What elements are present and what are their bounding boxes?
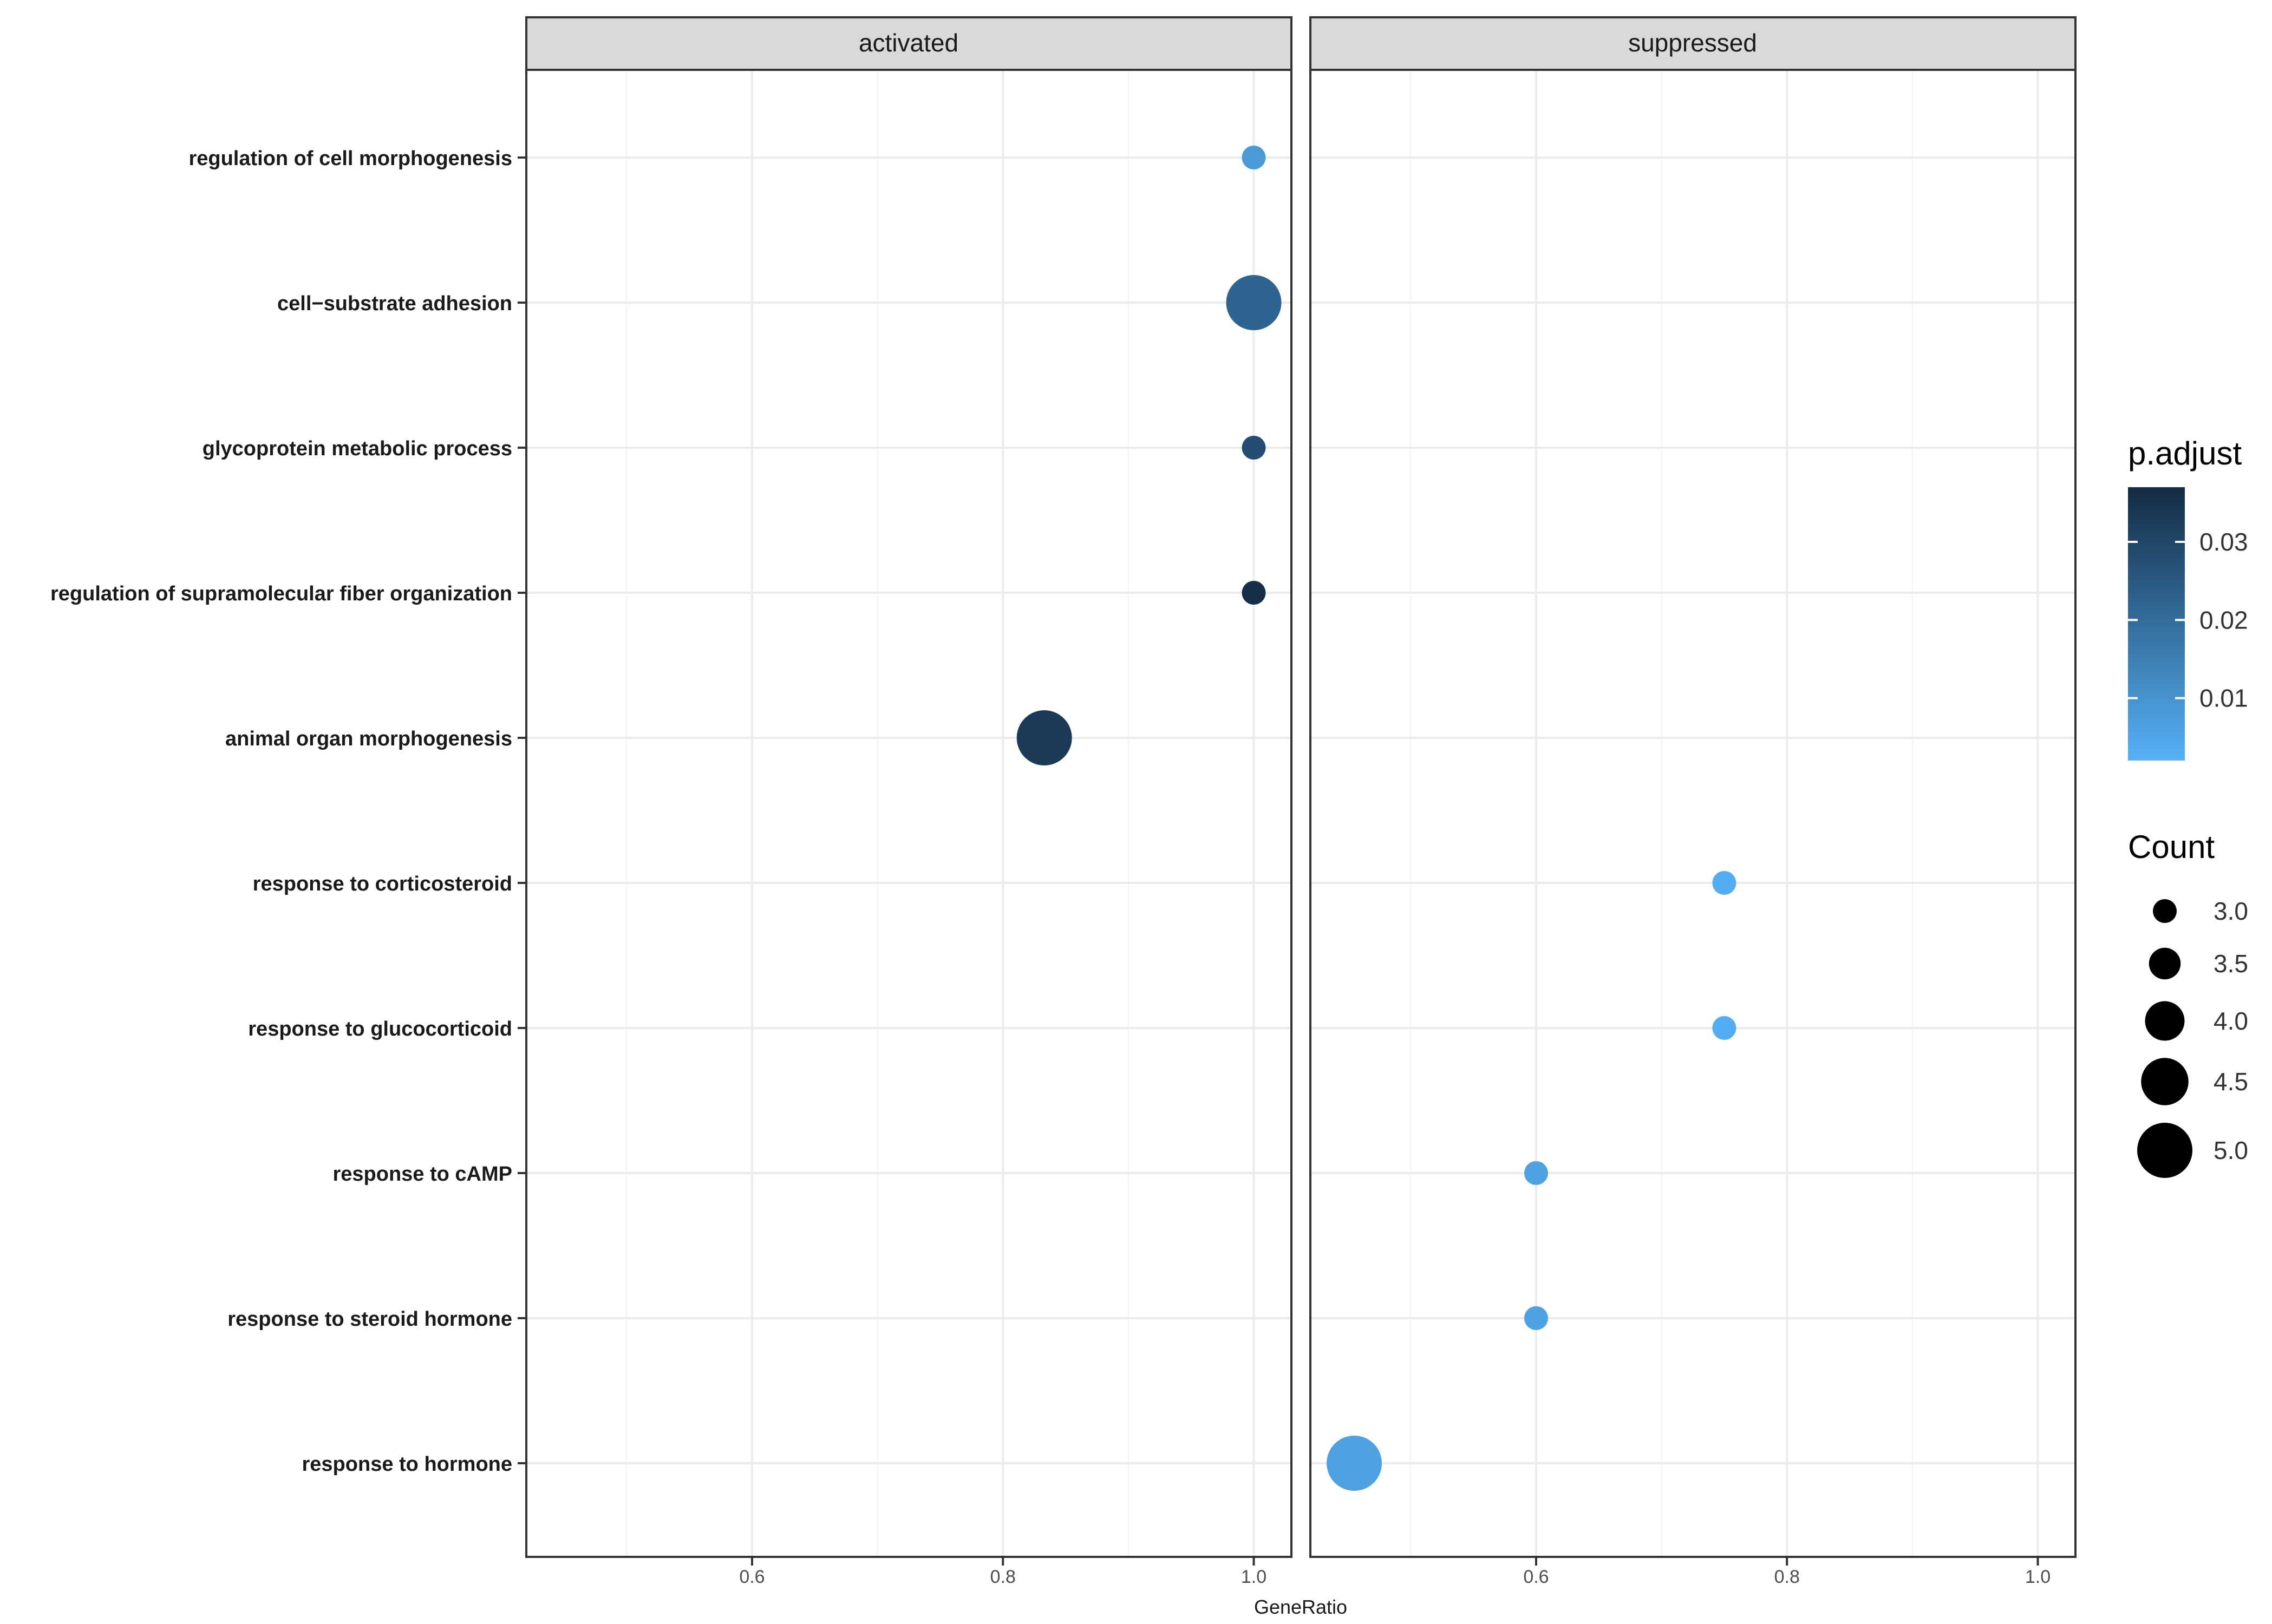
panel-activated: activated [525, 16, 1292, 1558]
size-legend-title: Count [2128, 829, 2215, 865]
x-tick-label: 1.0 [2025, 1567, 2051, 1587]
y-tick-label-response-to-steroid-hormone: response to steroid hormone [227, 1308, 512, 1331]
color-legend-ticks: 0.01 0.02 0.03 [2128, 528, 2248, 712]
panel-suppressed-title: suppressed [1628, 29, 1757, 57]
point-animal-organ-morphogenesis [1016, 710, 1072, 765]
size-legend-key [2141, 1058, 2189, 1105]
size-legend-key [2153, 899, 2177, 923]
color-legend-tick-label: 0.03 [2199, 528, 2248, 556]
size-legend-label: 4.5 [2214, 1068, 2248, 1096]
x-tick-label: 0.6 [739, 1567, 765, 1587]
panel-suppressed-strip [1309, 16, 2077, 71]
x-tick-label: 0.6 [1523, 1567, 1549, 1587]
panel-activated-strip [525, 16, 1292, 71]
color-legend-title: p.adjust [2128, 435, 2242, 472]
x-tick-label: 1.0 [1241, 1567, 1266, 1587]
point-cell-substrate-adhesion [1226, 275, 1282, 330]
size-legend-key [2149, 947, 2181, 980]
y-tick-label-response-to-hormone: response to hormone [302, 1453, 513, 1476]
size-legend-label: 3.5 [2214, 949, 2248, 978]
point-response-to-hormone [1327, 1436, 1382, 1491]
size-legend-keys: 3.0 3.5 4.0 4.5 5.0 [2137, 897, 2248, 1178]
size-legend-label: 4.0 [2214, 1007, 2248, 1035]
size-legend-label: 5.0 [2214, 1136, 2248, 1164]
size-legend: Count 3.0 3.5 4.0 4.5 5.0 [2128, 829, 2248, 1178]
point-regulation-of-cell-morphogenesis [1242, 146, 1266, 169]
y-tick-label-glycoprotein-metabolic-process: glycoprotein metabolic process [203, 437, 512, 460]
point-response-to-steroid-hormone [1524, 1306, 1548, 1330]
y-tick-label-cell-substrate-adhesion: cell−substrate adhesion [277, 292, 512, 315]
y-tick-label-regulation-of-supramolecular-fiber-organization: regulation of supramolecular fiber organ… [50, 582, 512, 605]
panel-suppressed-points [1327, 871, 1736, 1491]
size-legend-key [2145, 1001, 2185, 1041]
panel-activated-background [526, 70, 1291, 1557]
x-axis: 0.6 0.8 1.0 0.6 0.8 1.0 [739, 1557, 2051, 1587]
point-regulation-of-supramolecular-fiber-organization [1242, 581, 1266, 605]
y-tick-label-response-to-camp: response to cAMP [332, 1163, 512, 1186]
point-response-to-corticosteroid [1712, 871, 1736, 895]
y-tick-label-regulation-of-cell-morphogenesis: regulation of cell morphogenesis [188, 147, 512, 170]
y-axis: regulation of cell morphogenesis cell−sub… [50, 147, 526, 1476]
panel-activated-title: activated [859, 29, 958, 57]
panel-activated-grid [526, 70, 1291, 1557]
y-tick-label-response-to-corticosteroid: response to corticosteroid [253, 873, 512, 895]
x-axis-title: GeneRatio [1254, 1596, 1347, 1618]
size-legend-key [2137, 1123, 2192, 1178]
size-legend-label: 3.0 [2214, 897, 2248, 925]
x-tick-label: 0.8 [990, 1567, 1016, 1587]
x-tick-label: 0.8 [1774, 1567, 1800, 1587]
y-tick-label-response-to-glucocorticoid: response to glucocorticoid [248, 1018, 512, 1040]
panel-suppressed-border [1309, 69, 2077, 1558]
point-response-to-glucocorticoid [1712, 1016, 1736, 1040]
panel-activated-points [1016, 146, 1282, 765]
y-tick-label-animal-organ-morphogenesis: animal organ morphogenesis [225, 728, 512, 750]
panel-suppressed-grid [1310, 70, 2075, 1557]
color-legend-bar [2128, 487, 2185, 761]
color-legend-tick-label: 0.02 [2199, 606, 2248, 634]
panel-suppressed-background [1310, 70, 2075, 1557]
color-legend-tick-label: 0.01 [2199, 684, 2248, 712]
point-glycoprotein-metabolic-process [1242, 436, 1266, 460]
color-legend: p.adjust 0.01 0.02 0.03 [2128, 435, 2248, 761]
panel-activated-border [525, 69, 1292, 1558]
point-response-to-camp [1524, 1161, 1548, 1185]
panel-suppressed: suppressed [1309, 16, 2077, 1558]
